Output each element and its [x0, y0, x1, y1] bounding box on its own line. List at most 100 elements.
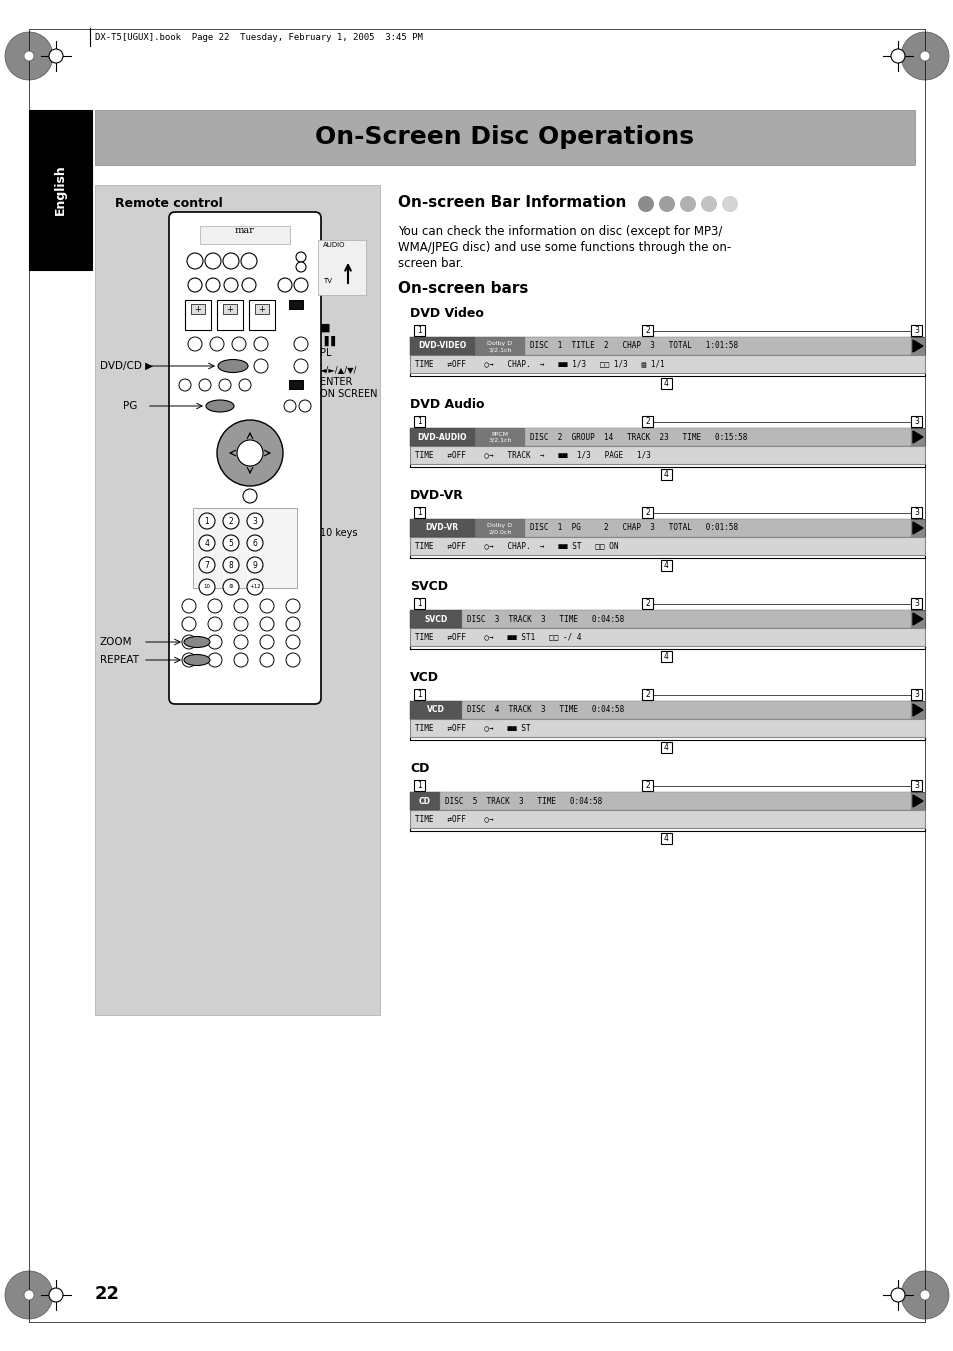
Text: +: +: [258, 305, 265, 313]
Text: 1: 1: [416, 690, 421, 698]
Bar: [910, 416, 921, 427]
Circle shape: [233, 653, 248, 667]
Circle shape: [208, 598, 222, 613]
Circle shape: [223, 253, 239, 269]
Circle shape: [182, 617, 195, 631]
Circle shape: [919, 51, 929, 61]
Circle shape: [295, 262, 306, 272]
Circle shape: [241, 253, 256, 269]
Text: 4: 4: [663, 380, 668, 388]
Bar: [641, 780, 652, 790]
Circle shape: [208, 635, 222, 648]
Text: 3: 3: [913, 326, 918, 335]
Text: 10 keys: 10 keys: [319, 528, 357, 538]
Circle shape: [295, 253, 306, 262]
Text: 2: 2: [644, 598, 649, 608]
Text: 2: 2: [229, 516, 233, 526]
Ellipse shape: [218, 359, 248, 373]
Bar: [410, 428, 924, 446]
Text: WMA/JPEG disc) and use some functions through the on-: WMA/JPEG disc) and use some functions th…: [397, 240, 731, 254]
Circle shape: [182, 635, 195, 648]
Circle shape: [294, 336, 308, 351]
Text: 1: 1: [416, 417, 421, 426]
Text: 4: 4: [663, 834, 668, 843]
Text: ENTER: ENTER: [319, 377, 352, 386]
Text: 3/2.1ch: 3/2.1ch: [488, 438, 511, 443]
Circle shape: [233, 598, 248, 613]
Circle shape: [247, 580, 263, 594]
Text: screen bar.: screen bar.: [397, 257, 463, 270]
Circle shape: [900, 32, 948, 80]
Text: DVD-VR: DVD-VR: [410, 489, 463, 503]
Bar: [410, 519, 924, 536]
Bar: [200, 226, 290, 245]
Text: Remote control: Remote control: [115, 197, 222, 209]
Text: 2: 2: [644, 417, 649, 426]
Ellipse shape: [184, 636, 210, 647]
Circle shape: [182, 653, 195, 667]
Circle shape: [253, 359, 268, 373]
Text: PG: PG: [123, 401, 137, 411]
Bar: [185, 300, 211, 330]
Text: +: +: [226, 305, 233, 313]
Bar: [410, 792, 439, 811]
Bar: [410, 811, 924, 828]
Text: 3: 3: [913, 417, 918, 426]
Bar: [414, 689, 424, 700]
Ellipse shape: [184, 654, 210, 666]
Bar: [475, 519, 524, 536]
Bar: [461, 611, 910, 628]
Text: DISC  4  TRACK  3   TIME   0:04:58: DISC 4 TRACK 3 TIME 0:04:58: [467, 705, 623, 715]
Circle shape: [216, 420, 283, 486]
Circle shape: [294, 359, 308, 373]
Text: 6: 6: [253, 539, 257, 547]
Circle shape: [187, 253, 203, 269]
Bar: [249, 300, 274, 330]
Text: 4: 4: [663, 470, 668, 480]
Circle shape: [24, 51, 34, 61]
Text: SVCD: SVCD: [424, 615, 447, 624]
Text: 1: 1: [204, 516, 209, 526]
Bar: [414, 780, 424, 790]
Text: TIME   ⇄OFF    ○→   TRACK  →   ■■  1/3   PAGE   1/3: TIME ⇄OFF ○→ TRACK → ■■ 1/3 PAGE 1/3: [415, 450, 650, 459]
Text: 1: 1: [416, 598, 421, 608]
Text: ■: ■: [319, 323, 330, 332]
Text: Dolby D: Dolby D: [487, 340, 512, 346]
Circle shape: [223, 513, 239, 530]
Bar: [461, 701, 910, 719]
Text: 2: 2: [644, 326, 649, 335]
Text: 3: 3: [913, 690, 918, 698]
Bar: [410, 611, 461, 628]
Circle shape: [298, 400, 311, 412]
Bar: [524, 428, 910, 446]
Circle shape: [253, 336, 268, 351]
Bar: [410, 719, 924, 738]
Text: DVD Audio: DVD Audio: [410, 399, 484, 411]
Bar: [660, 742, 671, 753]
Text: VCD: VCD: [427, 705, 444, 715]
Bar: [660, 469, 671, 480]
Circle shape: [277, 278, 292, 292]
Polygon shape: [912, 704, 923, 716]
Text: CD: CD: [418, 797, 431, 805]
Circle shape: [233, 635, 248, 648]
Text: ON SCREEN: ON SCREEN: [319, 389, 377, 399]
Circle shape: [5, 1271, 53, 1319]
Bar: [660, 834, 671, 844]
Bar: [289, 300, 303, 309]
Circle shape: [286, 617, 299, 631]
Bar: [475, 428, 524, 446]
Bar: [193, 508, 296, 588]
Text: 9: 9: [253, 561, 257, 570]
Bar: [223, 304, 236, 313]
Text: English: English: [53, 165, 67, 215]
Circle shape: [232, 336, 246, 351]
Bar: [641, 598, 652, 609]
Text: On-Screen Disc Operations: On-Screen Disc Operations: [315, 126, 694, 149]
Text: 7: 7: [204, 561, 210, 570]
Bar: [410, 428, 475, 446]
Bar: [910, 598, 921, 609]
Bar: [29, 109, 91, 270]
Circle shape: [286, 653, 299, 667]
Polygon shape: [912, 521, 923, 534]
